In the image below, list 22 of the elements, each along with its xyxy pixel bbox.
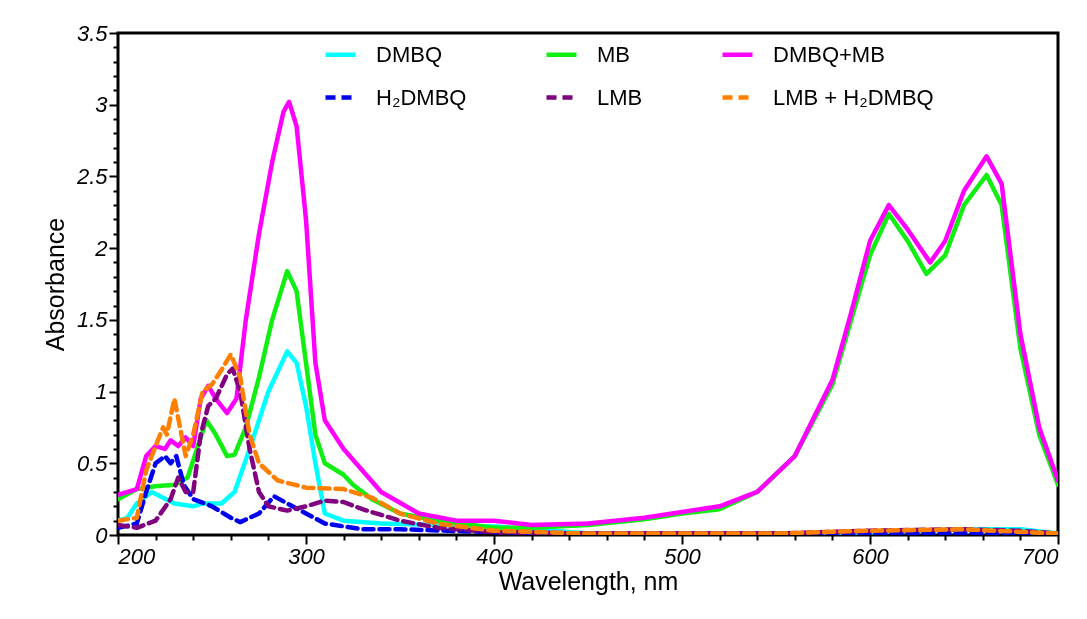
- y-tick-label: 1: [95, 379, 108, 405]
- x-tick-label: 500: [664, 543, 702, 569]
- y-tick-label: 1.5: [76, 307, 109, 333]
- legend-label: LMB: [597, 84, 643, 110]
- x-tick-label: 700: [1021, 543, 1060, 569]
- x-tick-label: 600: [852, 543, 890, 569]
- y-tick-label: 3.5: [76, 20, 109, 46]
- x-axis-title: Wavelength, nm: [498, 566, 679, 595]
- y-tick-label: 0.5: [76, 450, 109, 476]
- legend-label: DMBQ: [376, 41, 442, 67]
- y-axis-title: Absorbance: [40, 217, 69, 352]
- y-tick-label: 0: [95, 522, 109, 548]
- y-tick-label: 2: [94, 235, 108, 261]
- x-tick-label: 400: [476, 543, 514, 569]
- y-tick-label: 2.5: [75, 163, 109, 189]
- y-tick-label: 3: [95, 92, 109, 118]
- legend-label: MB: [597, 41, 630, 67]
- legend-label: LMB + H₂DMBQ: [773, 84, 934, 110]
- legend-label: H₂DMBQ: [376, 84, 467, 110]
- x-tick-label: 300: [288, 543, 326, 569]
- x-tick-label: 200: [117, 543, 156, 569]
- legend-label: DMBQ+MB: [773, 41, 885, 67]
